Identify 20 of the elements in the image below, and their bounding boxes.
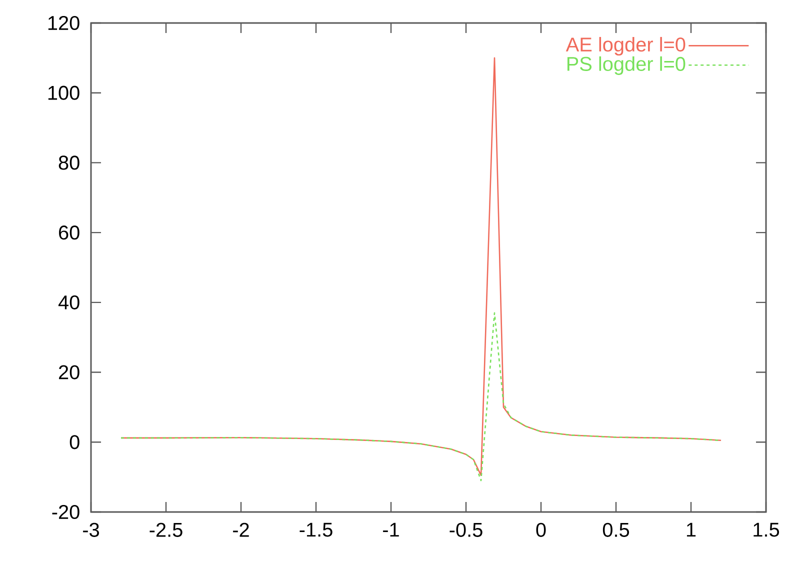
legend-label: PS logder l=0 (567, 56, 686, 75)
y-tick-label: 40 (58, 295, 80, 310)
y-tick-label: 100 (48, 86, 80, 100)
x-tick-label: 1.5 (754, 522, 780, 537)
x-tick-label: -2.5 (150, 522, 182, 537)
legend-label: AE logder l=0 (566, 36, 686, 56)
x-tick-label: -3 (83, 522, 99, 537)
x-tick-label: -1.5 (300, 522, 332, 537)
x-tick-label: 0 (536, 522, 546, 537)
y-tick-label: 0 (70, 435, 80, 450)
y-tick-label: 20 (58, 365, 80, 380)
y-tick-label: 80 (58, 156, 80, 170)
y-tick-label: 120 (48, 16, 80, 30)
x-tick-label: 1 (686, 522, 696, 537)
x-tick-label: -0.5 (450, 522, 482, 537)
x-tick-label: 0.5 (602, 522, 630, 537)
y-tick-label: -20 (52, 504, 80, 520)
y-tick-label: 60 (59, 226, 80, 240)
x-tick-label: -1 (383, 522, 399, 537)
x-tick-label: -2 (233, 522, 249, 537)
